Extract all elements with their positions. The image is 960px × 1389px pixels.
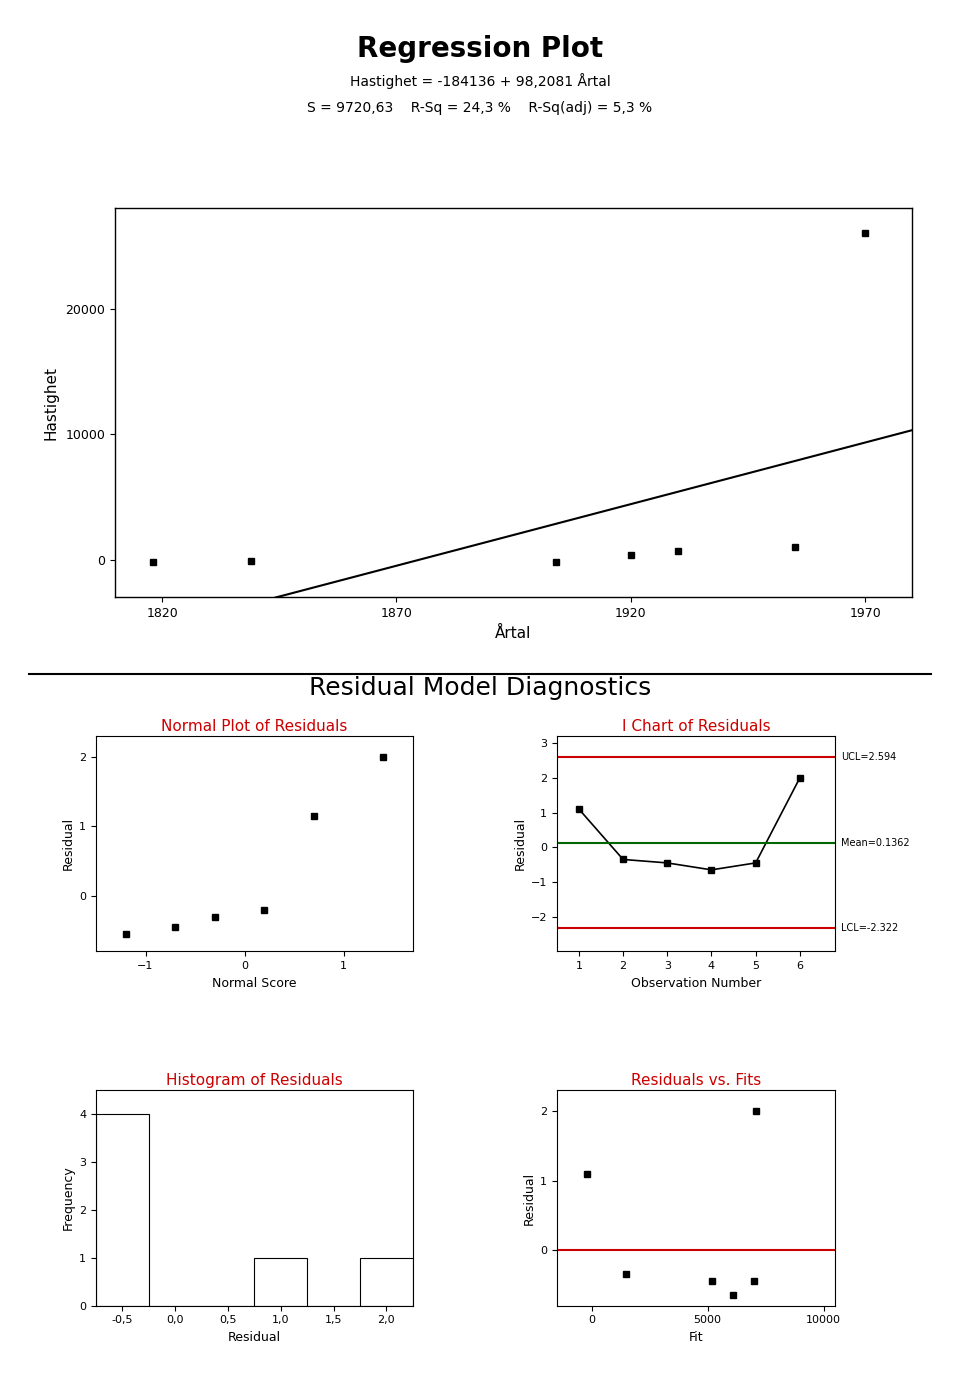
X-axis label: Normal Score: Normal Score	[212, 976, 297, 990]
Text: UCL=2.594: UCL=2.594	[841, 753, 896, 763]
Y-axis label: Residual: Residual	[523, 1171, 536, 1225]
Text: Regression Plot: Regression Plot	[357, 35, 603, 63]
X-axis label: Årtal: Årtal	[495, 625, 532, 640]
Y-axis label: Frequency: Frequency	[62, 1165, 75, 1231]
Text: Residual Model Diagnostics: Residual Model Diagnostics	[309, 675, 651, 700]
Title: Histogram of Residuals: Histogram of Residuals	[166, 1072, 343, 1088]
Bar	[360, 1258, 413, 1306]
Text: S = 9720,63    R-Sq = 24,3 %    R-Sq(adj) = 5,3 %: S = 9720,63 R-Sq = 24,3 % R-Sq(adj) = 5,…	[307, 101, 653, 115]
Y-axis label: Hastighet: Hastighet	[43, 365, 59, 440]
Title: Normal Plot of Residuals: Normal Plot of Residuals	[161, 718, 348, 733]
Text: Mean=0.1362: Mean=0.1362	[841, 838, 909, 847]
Title: Residuals vs. Fits: Residuals vs. Fits	[631, 1072, 761, 1088]
Text: Hastighet = -184136 + 98,2081 Årtal: Hastighet = -184136 + 98,2081 Årtal	[349, 72, 611, 89]
Text: LCL=-2.322: LCL=-2.322	[841, 922, 898, 933]
Y-axis label: Residual: Residual	[514, 817, 526, 871]
X-axis label: Residual: Residual	[228, 1331, 281, 1345]
X-axis label: Fit: Fit	[688, 1331, 704, 1345]
Title: I Chart of Residuals: I Chart of Residuals	[622, 718, 770, 733]
Bar	[254, 1258, 307, 1306]
Y-axis label: Residual: Residual	[62, 817, 75, 871]
X-axis label: Observation Number: Observation Number	[631, 976, 761, 990]
Bar	[96, 1114, 149, 1306]
